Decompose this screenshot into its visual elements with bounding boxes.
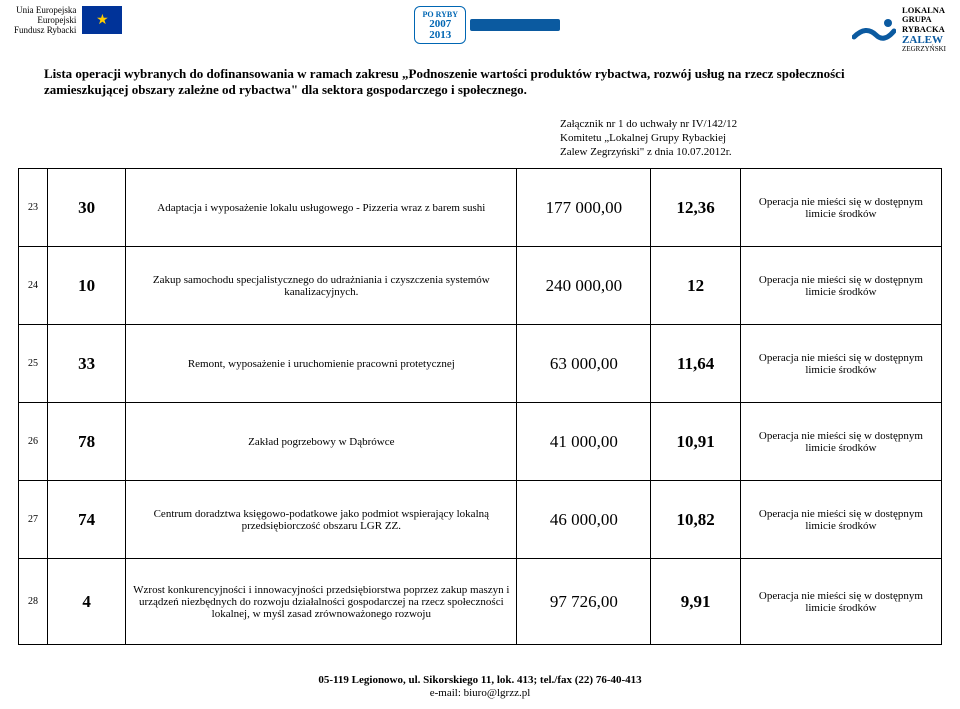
- cell-number: 78: [48, 403, 126, 481]
- cell-score: 12: [651, 247, 740, 325]
- cell-index: 26: [19, 403, 48, 481]
- cell-index: 25: [19, 325, 48, 403]
- po-ryby-year1: 2007: [429, 19, 451, 30]
- cell-description: Zakup samochodu specjalistycznego do udr…: [126, 247, 517, 325]
- lgr-line3: RYBACKA: [902, 25, 946, 34]
- table-row: 2533Remont, wyposażenie i uruchomienie p…: [19, 325, 942, 403]
- cell-description: Adaptacja i wyposażenie lokalu usługoweg…: [126, 169, 517, 247]
- cell-note: Operacja nie mieści się w dostępnym limi…: [740, 403, 941, 481]
- cell-score: 12,36: [651, 169, 740, 247]
- cell-amount: 63 000,00: [517, 325, 651, 403]
- cell-index: 24: [19, 247, 48, 325]
- cell-amount: 97 726,00: [517, 559, 651, 645]
- cell-score: 10,91: [651, 403, 740, 481]
- footer-email: e-mail: biuro@lgrzz.pl: [0, 687, 960, 701]
- eu-logo-block: Unia Europejska Europejski Fundusz Rybac…: [14, 6, 122, 36]
- operations-table-wrap: 2330Adaptacja i wyposażenie lokalu usług…: [18, 168, 942, 645]
- attachment-line2: Komitetu „Lokalnej Grupy Rybackiej: [560, 132, 737, 146]
- footer-address: 05-119 Legionowo, ul. Sikorskiego 11, lo…: [0, 674, 960, 688]
- cell-number: 4: [48, 559, 126, 645]
- cell-description: Centrum doradztwa księgowo-podatkowe jak…: [126, 481, 517, 559]
- lgr-wave-icon: [852, 15, 896, 45]
- program-bar-icon: [470, 19, 560, 31]
- operations-table: 2330Adaptacja i wyposażenie lokalu usług…: [18, 168, 942, 645]
- cell-number: 33: [48, 325, 126, 403]
- po-ryby-icon: PO RYBY 2007 2013: [414, 6, 466, 44]
- cell-note: Operacja nie mieści się w dostępnym limi…: [740, 559, 941, 645]
- lgr-logo-block: LOKALNA GRUPA RYBACKA ZALEW ZEGRZYŃSKI: [852, 6, 946, 54]
- cell-note: Operacja nie mieści się w dostępnym limi…: [740, 169, 941, 247]
- cell-note: Operacja nie mieści się w dostępnym limi…: [740, 481, 941, 559]
- cell-amount: 177 000,00: [517, 169, 651, 247]
- table-row: 2678Zakład pogrzebowy w Dąbrówce41 000,0…: [19, 403, 942, 481]
- cell-amount: 41 000,00: [517, 403, 651, 481]
- table-row: 2774Centrum doradztwa księgowo-podatkowe…: [19, 481, 942, 559]
- attachment-note: Załącznik nr 1 do uchwały nr IV/142/12 K…: [560, 118, 737, 159]
- po-ryby-year2: 2013: [429, 30, 451, 41]
- cell-description: Wzrost konkurencyjności i innowacyjności…: [126, 559, 517, 645]
- table-row: 2410Zakup samochodu specjalistycznego do…: [19, 247, 942, 325]
- cell-index: 28: [19, 559, 48, 645]
- cell-note: Operacja nie mieści się w dostępnym limi…: [740, 325, 941, 403]
- table-row: 284Wzrost konkurencyjności i innowacyjno…: [19, 559, 942, 645]
- document-title: Lista operacji wybranych do dofinansowan…: [44, 66, 916, 99]
- attachment-line1: Załącznik nr 1 do uchwały nr IV/142/12: [560, 118, 737, 132]
- cell-description: Remont, wyposażenie i uruchomienie praco…: [126, 325, 517, 403]
- attachment-line3: Zalew Zegrzyński" z dnia 10.07.2012r.: [560, 146, 737, 160]
- page-footer: 05-119 Legionowo, ul. Sikorskiego 11, lo…: [0, 674, 960, 702]
- cell-note: Operacja nie mieści się w dostępnym limi…: [740, 247, 941, 325]
- table-row: 2330Adaptacja i wyposażenie lokalu usług…: [19, 169, 942, 247]
- cell-score: 10,82: [651, 481, 740, 559]
- lgr-sub: ZEGRZYŃSKI: [902, 46, 946, 54]
- eu-fund-label: Unia Europejska Europejski Fundusz Rybac…: [14, 6, 76, 36]
- cell-amount: 240 000,00: [517, 247, 651, 325]
- cell-number: 10: [48, 247, 126, 325]
- cell-number: 74: [48, 481, 126, 559]
- header-logos: Unia Europejska Europejski Fundusz Rybac…: [0, 6, 960, 60]
- cell-index: 23: [19, 169, 48, 247]
- cell-score: 9,91: [651, 559, 740, 645]
- cell-amount: 46 000,00: [517, 481, 651, 559]
- eu-flag-icon: ★: [82, 6, 122, 34]
- cell-description: Zakład pogrzebowy w Dąbrówce: [126, 403, 517, 481]
- po-ryby-logo-block: PO RYBY 2007 2013: [414, 6, 560, 44]
- eu-label-line3: Fundusz Rybacki: [14, 26, 76, 36]
- cell-index: 27: [19, 481, 48, 559]
- cell-score: 11,64: [651, 325, 740, 403]
- cell-number: 30: [48, 169, 126, 247]
- lgr-text-block: LOKALNA GRUPA RYBACKA ZALEW ZEGRZYŃSKI: [902, 6, 946, 54]
